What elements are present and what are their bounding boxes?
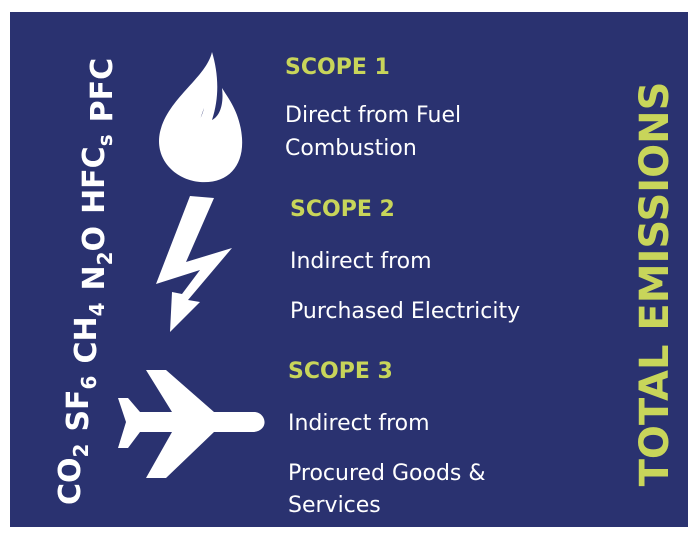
lightning-icon xyxy=(156,196,232,332)
gas-subscript: 2 xyxy=(93,251,117,265)
flame-icon xyxy=(159,52,243,183)
gas-symbol: O xyxy=(77,226,112,252)
scope-title: SCOPE 2 xyxy=(290,197,395,222)
gas-list: CO2SF6CH4N2OHFCsPFC xyxy=(53,58,120,505)
gas-symbol: SF xyxy=(61,389,96,431)
gas-symbol: CO xyxy=(53,457,88,505)
scope-title: SCOPE 3 xyxy=(288,359,393,384)
scope-description: Services xyxy=(288,493,381,518)
gas-subscript: 6 xyxy=(77,376,101,390)
plane-icon xyxy=(118,370,265,478)
scope-description: Indirect from xyxy=(288,411,430,436)
scope-description: Indirect from xyxy=(290,249,432,274)
gas-subscript: 4 xyxy=(85,302,109,316)
gas-symbol: HFC xyxy=(77,146,112,214)
scope-description: Direct from Fuel xyxy=(285,103,461,128)
gas-symbol: PFC xyxy=(85,58,120,123)
gas-symbol: N xyxy=(77,265,112,290)
gas-symbol: CH xyxy=(69,316,104,363)
scope-title: SCOPE 1 xyxy=(285,55,390,80)
total-emissions: TOTAL EMISSIONS xyxy=(632,82,678,487)
gas-subscript: 2 xyxy=(69,444,93,458)
scope-description: Combustion xyxy=(285,136,417,161)
scope-description: Purchased Electricity xyxy=(290,299,520,324)
gas-subscript: s xyxy=(93,134,117,146)
scope-description: Procured Goods & xyxy=(288,461,486,486)
